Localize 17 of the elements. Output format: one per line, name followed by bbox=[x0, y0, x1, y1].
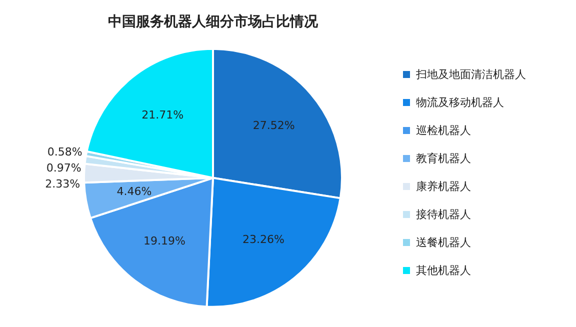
data-label: 0.58% bbox=[47, 145, 82, 158]
data-label: 2.33% bbox=[45, 177, 80, 190]
chart-title: 中国服务机器人细分市场占比情况 bbox=[108, 13, 319, 30]
legend-label: 巡检机器人 bbox=[416, 122, 471, 138]
data-label: 21.71% bbox=[142, 108, 184, 122]
data-label: 4.46% bbox=[116, 184, 152, 198]
legend-label: 康养机器人 bbox=[416, 178, 471, 194]
data-label: 0.97% bbox=[46, 161, 82, 174]
legend-label: 其他机器人 bbox=[416, 262, 471, 278]
data-label: 19.19% bbox=[144, 234, 186, 248]
data-label: 23.26% bbox=[242, 232, 284, 246]
legend-label: 教育机器人 bbox=[416, 150, 471, 166]
data-label: 27.52% bbox=[252, 118, 295, 132]
legend-label: 送餐机器人 bbox=[416, 234, 471, 250]
legend-label: 扫地及地面清洁机器人 bbox=[416, 66, 526, 82]
legend-label: 接待机器人 bbox=[416, 206, 471, 222]
legend-label: 物流及移动机器人 bbox=[416, 94, 504, 110]
